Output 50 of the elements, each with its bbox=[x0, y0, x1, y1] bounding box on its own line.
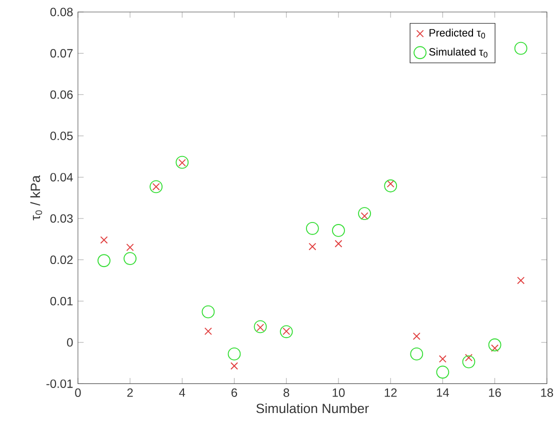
point bbox=[202, 306, 215, 318]
point bbox=[410, 348, 424, 361]
point bbox=[438, 355, 446, 363]
point bbox=[150, 180, 163, 194]
point bbox=[230, 362, 238, 370]
x-tick-label: 2 bbox=[127, 388, 133, 397]
x-axis-title: Simulation Number bbox=[256, 404, 369, 414]
y-tick-label: 0.07 bbox=[50, 49, 73, 58]
point bbox=[308, 242, 316, 251]
x-tick-label: 18 bbox=[541, 388, 554, 398]
y-tick-label: -0.01 bbox=[46, 380, 73, 388]
point bbox=[488, 338, 502, 352]
point bbox=[358, 207, 371, 220]
x-tick-label: 12 bbox=[384, 388, 397, 397]
x-tick-label: 6 bbox=[232, 388, 238, 398]
point bbox=[228, 348, 241, 361]
point bbox=[254, 320, 267, 334]
point bbox=[176, 156, 189, 169]
point bbox=[332, 224, 345, 238]
x-tick-label: 4 bbox=[179, 388, 186, 397]
point bbox=[517, 276, 525, 284]
x-tick-label: 8 bbox=[284, 388, 290, 398]
point bbox=[306, 222, 319, 236]
y-tick-label: 0.01 bbox=[50, 297, 73, 306]
point bbox=[514, 42, 528, 55]
x-tick-label: 16 bbox=[489, 388, 501, 398]
point bbox=[412, 332, 420, 340]
point bbox=[334, 240, 342, 248]
point bbox=[280, 325, 293, 338]
point bbox=[126, 244, 134, 252]
point bbox=[124, 252, 137, 266]
x-tick-label: 14 bbox=[436, 388, 449, 397]
y-tick-label: 0.02 bbox=[50, 256, 73, 264]
point bbox=[436, 366, 450, 379]
y-tick-label: 0 bbox=[67, 338, 73, 347]
y-tick-label: 0.04 bbox=[50, 173, 73, 182]
legend-label: Simulated τ$_{0}$ bbox=[429, 48, 488, 58]
point bbox=[204, 328, 212, 336]
y-tick-label: 0.08 bbox=[50, 8, 73, 16]
y-tick-label: 0.05 bbox=[50, 132, 73, 140]
point bbox=[98, 254, 110, 268]
point bbox=[384, 180, 398, 192]
x-tick-label: 10 bbox=[332, 388, 345, 398]
y-tick-label: 0.06 bbox=[50, 90, 73, 100]
y-tick-label: 0.03 bbox=[50, 214, 73, 223]
x-tick-label: 0 bbox=[75, 388, 81, 398]
legend-label: Predicted τ$_{0}$ bbox=[430, 28, 486, 39]
y-axis-title: τ$_{0}$ / kPa bbox=[30, 175, 42, 220]
point bbox=[462, 356, 476, 368]
point bbox=[100, 236, 108, 244]
